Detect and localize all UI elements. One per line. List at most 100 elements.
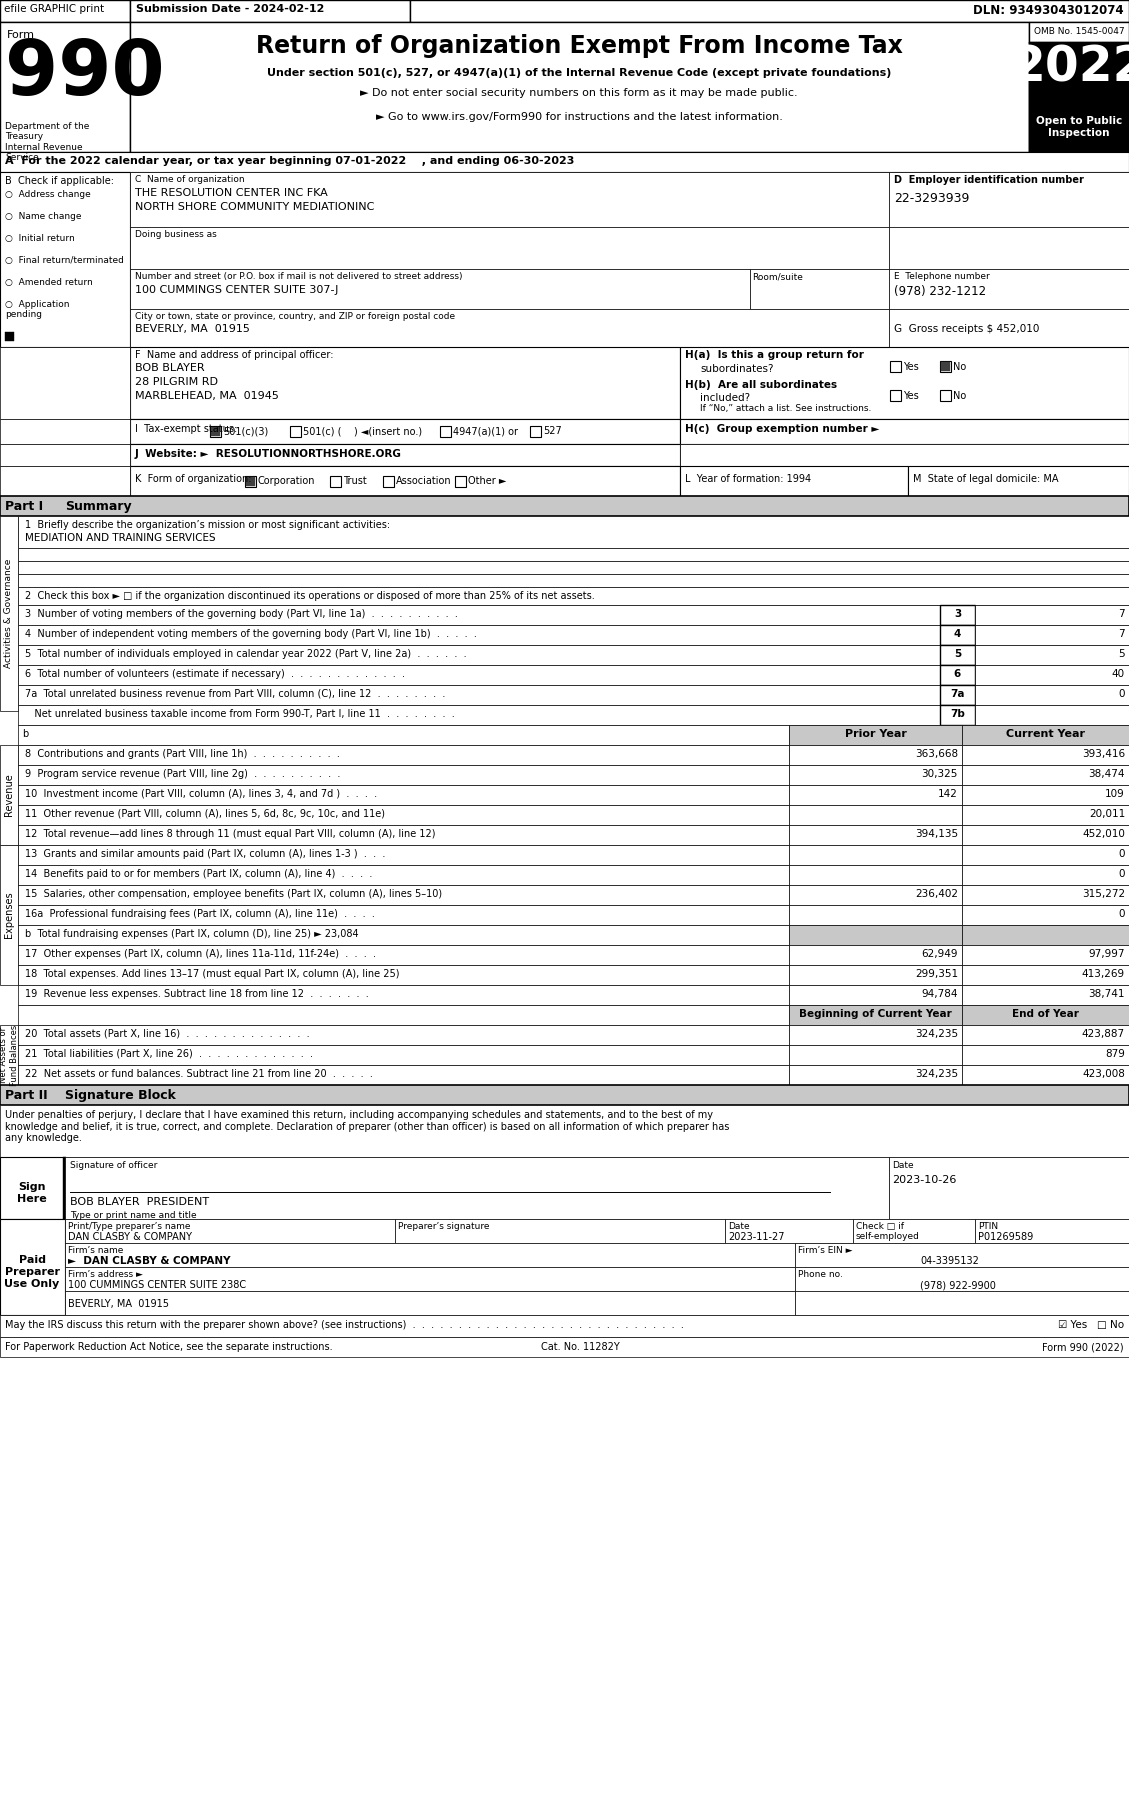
Text: PTIN: PTIN xyxy=(978,1223,998,1232)
Text: BOB BLAYER  PRESIDENT: BOB BLAYER PRESIDENT xyxy=(70,1197,209,1206)
Text: 38,741: 38,741 xyxy=(1088,989,1124,1000)
Text: Net unrelated business taxable income from Form 990-T, Part I, line 11  .  .  . : Net unrelated business taxable income fr… xyxy=(25,709,455,718)
Text: 315,272: 315,272 xyxy=(1082,889,1124,900)
Bar xyxy=(18,945,789,965)
Text: 0: 0 xyxy=(1119,849,1124,860)
Bar xyxy=(889,227,1129,268)
Bar xyxy=(680,419,1129,444)
Bar xyxy=(0,1025,18,1085)
Bar xyxy=(789,785,962,805)
Text: 13  Grants and similar amounts paid (Part IX, column (A), lines 1-3 )  .  .  .: 13 Grants and similar amounts paid (Part… xyxy=(25,849,385,860)
Bar xyxy=(18,766,789,785)
Text: Check □ if
self-employed: Check □ if self-employed xyxy=(856,1223,920,1241)
Bar xyxy=(130,308,889,346)
Text: 4: 4 xyxy=(954,629,961,639)
Bar xyxy=(18,646,940,666)
Text: 2022: 2022 xyxy=(1012,44,1129,93)
Text: MARBLEHEAD, MA  01945: MARBLEHEAD, MA 01945 xyxy=(135,392,279,401)
Text: D  Employer identification number: D Employer identification number xyxy=(894,174,1084,185)
Bar xyxy=(789,925,962,945)
Bar xyxy=(18,1005,789,1025)
Bar xyxy=(789,865,962,885)
Text: 4947(a)(1) or: 4947(a)(1) or xyxy=(453,426,518,435)
Text: 0: 0 xyxy=(1119,909,1124,920)
Text: 7: 7 xyxy=(1119,629,1124,639)
Bar xyxy=(962,985,1129,1005)
Text: Yes: Yes xyxy=(903,363,919,372)
Bar xyxy=(18,825,789,845)
Bar xyxy=(789,1005,962,1025)
Bar xyxy=(789,805,962,825)
Bar xyxy=(962,925,1129,945)
Text: No: No xyxy=(953,363,966,372)
Text: 8  Contributions and grants (Part VIII, line 1h)  .  .  .  .  .  .  .  .  .  .: 8 Contributions and grants (Part VIII, l… xyxy=(25,749,340,758)
Text: 19  Revenue less expenses. Subtract line 18 from line 12  .  .  .  .  .  .  .: 19 Revenue less expenses. Subtract line … xyxy=(25,989,369,1000)
Text: 5: 5 xyxy=(954,649,961,658)
Text: Expenses: Expenses xyxy=(5,892,14,938)
Text: 6: 6 xyxy=(954,669,961,678)
Bar xyxy=(789,885,962,905)
Bar xyxy=(130,0,410,22)
Bar xyxy=(210,426,221,437)
Bar xyxy=(962,1005,1129,1025)
Text: Yes: Yes xyxy=(903,392,919,401)
Text: Number and street (or P.O. box if mail is not delivered to street address): Number and street (or P.O. box if mail i… xyxy=(135,272,463,281)
Bar xyxy=(962,766,1129,785)
Bar xyxy=(889,1157,1129,1219)
Text: 394,135: 394,135 xyxy=(914,829,959,840)
Text: 14  Benefits paid to or for members (Part IX, column (A), line 4)  .  .  .  .: 14 Benefits paid to or for members (Part… xyxy=(25,869,373,880)
Bar xyxy=(889,268,1129,308)
Text: OMB No. 1545-0047: OMB No. 1545-0047 xyxy=(1034,27,1124,36)
Bar xyxy=(18,548,1129,561)
Text: 5  Total number of individuals employed in calendar year 2022 (Part V, line 2a) : 5 Total number of individuals employed i… xyxy=(25,649,466,658)
Text: 363,668: 363,668 xyxy=(914,749,959,758)
Bar xyxy=(0,515,18,711)
Text: 423,887: 423,887 xyxy=(1082,1029,1124,1039)
Bar xyxy=(789,825,962,845)
Text: ○  Application
pending: ○ Application pending xyxy=(5,299,70,319)
Text: Print/Type preparer’s name: Print/Type preparer’s name xyxy=(68,1223,191,1232)
Bar xyxy=(0,1315,1129,1337)
Text: Signature Block: Signature Block xyxy=(65,1088,176,1101)
Bar xyxy=(0,0,130,22)
Bar xyxy=(975,626,1129,646)
Bar xyxy=(975,1219,1129,1243)
Bar xyxy=(18,706,940,726)
Bar xyxy=(680,444,1129,466)
Text: Part II: Part II xyxy=(5,1088,47,1101)
Text: A  For the 2022 calendar year, or tax year beginning 07-01-2022    , and ending : A For the 2022 calendar year, or tax yea… xyxy=(5,156,575,167)
Bar xyxy=(962,785,1129,805)
Text: 30,325: 30,325 xyxy=(921,769,959,778)
Bar xyxy=(940,390,951,401)
Text: 501(c) (    ) ◄(insert no.): 501(c) ( ) ◄(insert no.) xyxy=(303,426,422,435)
Text: 7b: 7b xyxy=(951,709,965,718)
Bar xyxy=(975,686,1129,706)
Text: Submission Date - 2024-02-12: Submission Date - 2024-02-12 xyxy=(135,4,324,15)
Text: Type or print name and title: Type or print name and title xyxy=(70,1212,196,1221)
Bar xyxy=(65,1266,795,1292)
Bar xyxy=(18,965,789,985)
Text: M  State of legal domicile: MA: M State of legal domicile: MA xyxy=(913,473,1059,484)
Text: Sign: Sign xyxy=(18,1183,46,1192)
Text: 10  Investment income (Part VIII, column (A), lines 3, 4, and 7d )  .  .  .  .: 10 Investment income (Part VIII, column … xyxy=(25,789,377,798)
Text: 501(c)(3): 501(c)(3) xyxy=(224,426,269,435)
Bar xyxy=(65,1292,795,1315)
Bar xyxy=(18,805,789,825)
Bar xyxy=(1029,42,1129,114)
Bar xyxy=(130,22,1029,152)
Text: 38,474: 38,474 xyxy=(1088,769,1124,778)
Bar xyxy=(440,426,450,437)
Bar xyxy=(854,1219,975,1243)
Text: 6  Total number of volunteers (estimate if necessary)  .  .  .  .  .  .  .  .  .: 6 Total number of volunteers (estimate i… xyxy=(25,669,405,678)
Bar xyxy=(0,466,130,495)
Text: Signature of officer: Signature of officer xyxy=(70,1161,157,1170)
Bar xyxy=(962,945,1129,965)
Text: 413,269: 413,269 xyxy=(1082,969,1124,980)
Text: H(a)  Is this a group return for: H(a) Is this a group return for xyxy=(685,350,864,359)
Text: 990: 990 xyxy=(5,36,165,111)
Text: 100 CUMMINGS CENTER SUITE 238C: 100 CUMMINGS CENTER SUITE 238C xyxy=(68,1281,246,1290)
Bar xyxy=(5,332,14,341)
Text: 62,949: 62,949 xyxy=(921,949,959,960)
Text: Doing business as: Doing business as xyxy=(135,230,217,239)
Text: Beginning of Current Year: Beginning of Current Year xyxy=(799,1009,952,1019)
